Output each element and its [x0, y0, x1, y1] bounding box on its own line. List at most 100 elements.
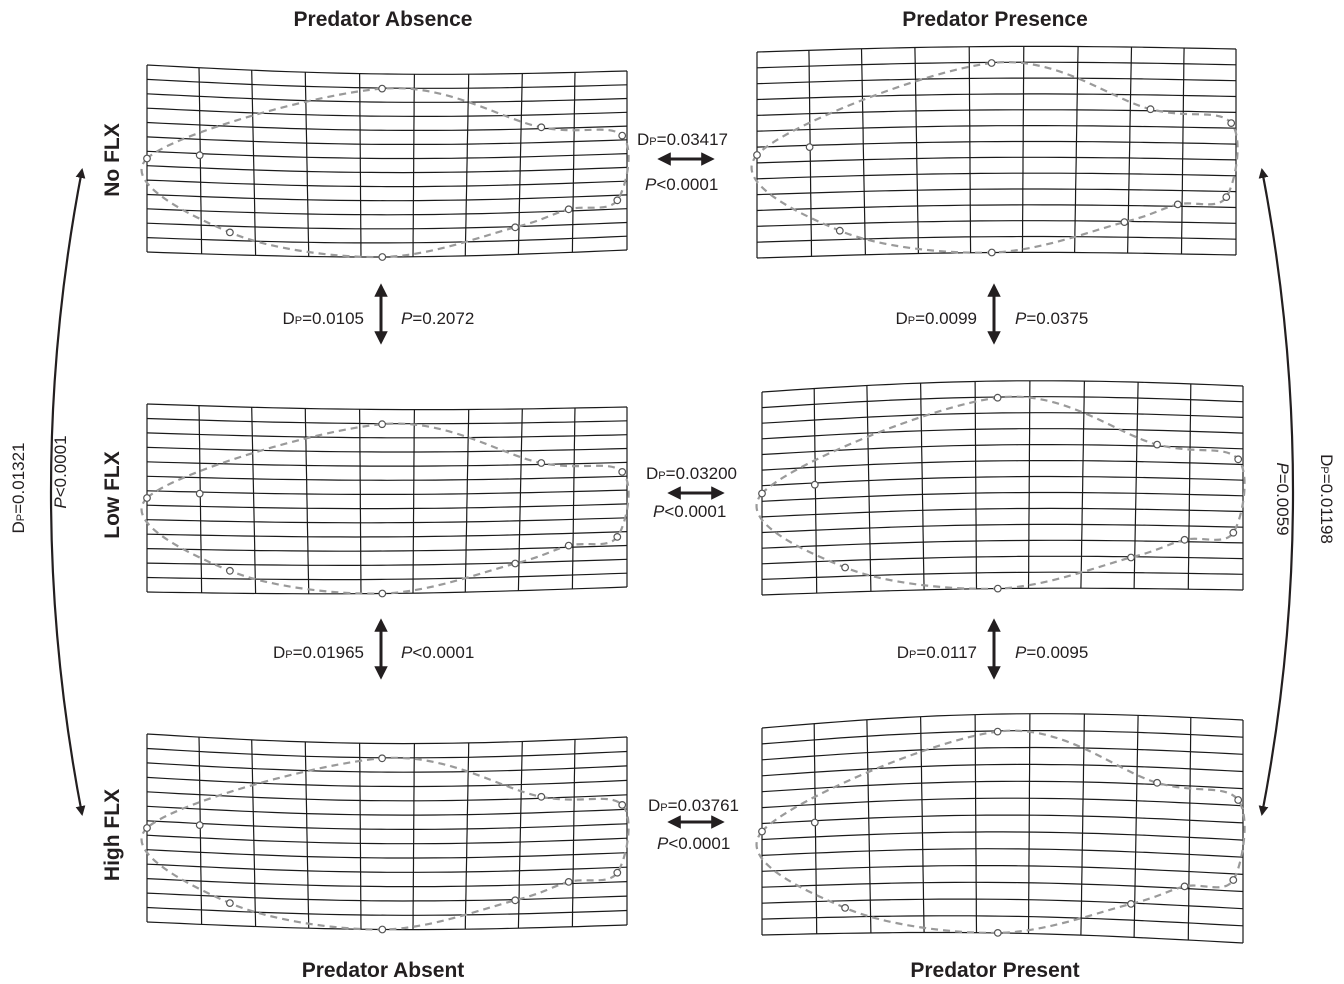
landmark-point [564, 878, 573, 886]
grid-horizontal-line [146, 432, 628, 439]
grid-horizontal-line [146, 150, 628, 160]
landmark-point [378, 925, 387, 934]
landmark-point [1153, 778, 1161, 787]
landmark-point [1153, 440, 1161, 449]
grid-vertical-line [198, 67, 203, 254]
svg-text:P<0.0001: P<0.0001 [51, 435, 70, 508]
stat-absent-no-low: DP=0.0105 P=0.2072 [282, 309, 474, 328]
grid-horizontal-line [756, 172, 1237, 180]
grid-vertical-line [860, 48, 866, 255]
svg-text:P=0.0059: P=0.0059 [1273, 462, 1292, 535]
grid-vertical-line [251, 739, 257, 927]
landmark-point [993, 393, 1002, 402]
grid-horizontal-line [756, 77, 1237, 85]
grid-horizontal-line [761, 555, 1244, 565]
grid-horizontal-line [761, 831, 1244, 841]
grid-vertical-line [1127, 47, 1133, 254]
grid-vertical-line [920, 716, 925, 933]
deformation-grid-no-flx-predator-absent [140, 64, 630, 261]
grid-vertical-line [974, 381, 978, 589]
grid-horizontal-line [761, 507, 1244, 518]
grid-horizontal-line [146, 892, 628, 902]
stat-low-flx-absent-present: DP=0.03200 P<0.0001 [646, 464, 737, 521]
grid-horizontal-line [761, 865, 1244, 875]
grid-horizontal-line [756, 220, 1237, 227]
grid-vertical-line [1027, 713, 1031, 934]
grid-horizontal-line [146, 906, 628, 916]
column-header-top-right: Predator Presence [902, 8, 1088, 31]
landmark-point [195, 151, 204, 160]
grid-vertical-line [571, 72, 576, 253]
grid-vertical-line [1187, 717, 1192, 941]
grid-horizontal-line [146, 863, 628, 873]
grid-horizontal-line [146, 461, 628, 467]
grid-horizontal-line [146, 107, 628, 117]
grid-horizontal-line [146, 121, 628, 131]
landmark-point [993, 929, 1002, 937]
body-outline [140, 422, 630, 595]
grid-horizontal-line [761, 571, 1244, 580]
stat-present-no-low: DP=0.0099 P=0.0375 [895, 309, 1088, 328]
grid-horizontal-line [146, 93, 628, 103]
svg-text:DP=0.0105: DP=0.0105 [282, 309, 364, 328]
landmark-point [537, 123, 546, 132]
deformation-grid-low-flx-predator-present [755, 380, 1246, 596]
landmark-point [613, 533, 622, 541]
grid-vertical-line [571, 739, 576, 927]
grid-vertical-line [1187, 383, 1192, 590]
grid-vertical-line [920, 383, 925, 590]
grid-horizontal-line [761, 444, 1244, 456]
grid-horizontal-line [146, 820, 628, 830]
grid-horizontal-line [146, 805, 628, 816]
row-header-low-flx: Low FLX [101, 451, 124, 539]
grid-vertical-line [1080, 713, 1085, 936]
grid-horizontal-line [146, 733, 628, 745]
grid-horizontal-line [761, 587, 1244, 596]
grid-horizontal-line [146, 208, 628, 216]
grid-vertical-line [571, 407, 576, 589]
landmark-point [613, 196, 622, 205]
grid-horizontal-line [146, 776, 628, 788]
landmark-point [1146, 105, 1155, 114]
grid-horizontal-line [146, 249, 628, 258]
grid-vertical-line [813, 723, 818, 934]
grid-horizontal-line [146, 193, 628, 202]
svg-text:DP=0.0099: DP=0.0099 [895, 309, 977, 328]
landmark-point [378, 253, 387, 261]
landmark-point [378, 754, 387, 763]
svg-text:DP=0.03417: DP=0.03417 [637, 130, 728, 149]
grid-horizontal-line [146, 921, 628, 931]
grid-horizontal-line [756, 204, 1237, 212]
grid-horizontal-line [756, 61, 1237, 69]
svg-text:P<0.0001: P<0.0001 [653, 502, 726, 521]
landmark-point [810, 480, 819, 489]
landmark-point [753, 151, 761, 159]
stat-high-flx-absent-present: DP=0.03761 P<0.0001 [648, 796, 739, 853]
svg-text:DP=0.01321: DP=0.01321 [9, 442, 28, 533]
landmark-point [993, 727, 1002, 736]
grid-horizontal-line [146, 849, 628, 859]
landmark-point [841, 563, 849, 572]
stat-absent-no-high: DP=0.01321 P<0.0001 [9, 435, 70, 533]
svg-text:DP=0.0117: DP=0.0117 [897, 643, 977, 662]
landmark-point [143, 154, 151, 163]
landmark-point [1127, 553, 1135, 562]
grid-vertical-line [1133, 382, 1139, 589]
body-outline [140, 756, 630, 931]
grid-horizontal-line [146, 544, 628, 552]
grid-horizontal-line [756, 188, 1237, 196]
grid-horizontal-line [761, 428, 1244, 440]
grid-horizontal-line [146, 572, 628, 581]
grid-horizontal-line [146, 446, 628, 453]
grid-vertical-line [359, 409, 362, 594]
grid-horizontal-line [146, 165, 628, 174]
grid-horizontal-line [146, 235, 628, 244]
landmark-point [195, 489, 204, 498]
landmark-point [1229, 876, 1238, 884]
landmark-point [1173, 200, 1182, 209]
grid-horizontal-line [146, 517, 628, 524]
grid-horizontal-line [146, 403, 628, 411]
stat-present-low-high: DP=0.0117 P=0.0095 [897, 643, 1089, 662]
grid-horizontal-line [761, 491, 1244, 502]
landmark-point [511, 223, 520, 232]
